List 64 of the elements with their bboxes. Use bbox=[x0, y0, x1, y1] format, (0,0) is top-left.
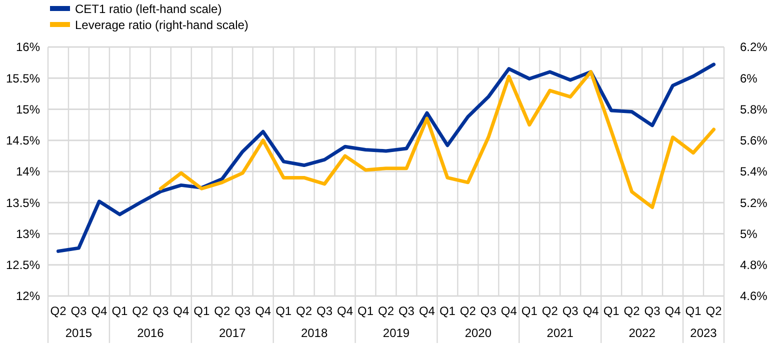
x-tick-label: Q1 bbox=[685, 304, 702, 318]
y-tick-label: 12% bbox=[16, 289, 40, 304]
text: 2016 bbox=[137, 326, 164, 340]
x-tick-label: Q1 bbox=[439, 304, 456, 318]
x-tick-label: Q4 bbox=[664, 304, 682, 318]
x-tick-label: Q2 bbox=[296, 304, 312, 318]
text: 2018 bbox=[300, 326, 328, 340]
text: 2023 bbox=[690, 326, 718, 340]
y-tick-label: 14% bbox=[16, 164, 40, 179]
y2-tick-label: 5.2% bbox=[740, 196, 768, 210]
y2-tick-label: 6.2% bbox=[740, 40, 768, 54]
y2-tick-label: 5.4% bbox=[740, 164, 768, 179]
text: 2019 bbox=[382, 326, 410, 340]
y-tick-label: 12.5% bbox=[6, 258, 40, 272]
x-tick-label: Q3 bbox=[644, 304, 661, 318]
y2-tick-label: 5.8% bbox=[740, 102, 768, 116]
x-tick-label: Q2 bbox=[378, 304, 394, 318]
x-tick-label: Q1 bbox=[521, 304, 538, 318]
x-tick-label: Q2 bbox=[460, 304, 476, 318]
x-tick-label: Q3 bbox=[316, 304, 333, 318]
y-tick-label: 13% bbox=[16, 226, 40, 241]
x-tick-label: Q4 bbox=[582, 304, 600, 318]
y2-tick-label: 5.6% bbox=[740, 134, 768, 148]
x-tick-label: Q4 bbox=[337, 304, 354, 318]
x-tick-label: Q4 bbox=[418, 304, 436, 318]
text: 2021 bbox=[546, 326, 574, 340]
text: 2020 bbox=[464, 326, 492, 340]
x-tick-label: Q2 bbox=[706, 304, 722, 318]
x-tick-label: Q1 bbox=[194, 304, 210, 318]
x-tick-label: Q4 bbox=[500, 304, 518, 318]
x-tick-label: Q2 bbox=[132, 304, 149, 318]
text: 2015 bbox=[65, 326, 92, 340]
x-tick-label: Q2 bbox=[50, 304, 67, 318]
line-series bbox=[158, 70, 716, 210]
x-tick-label: Q4 bbox=[173, 304, 190, 318]
legend-label: CET1 ratio (left-hand scale) bbox=[75, 2, 222, 16]
x-tick-label: Q3 bbox=[152, 304, 169, 318]
x-tick-label: Q4 bbox=[255, 304, 272, 318]
x-tick-label: Q4 bbox=[91, 304, 108, 318]
y-tick-label: 14.5% bbox=[6, 134, 40, 148]
x-tick-label: Q2 bbox=[214, 304, 230, 318]
y-tick-label: 16% bbox=[16, 40, 40, 54]
text: 2022 bbox=[628, 326, 656, 340]
line-series bbox=[56, 62, 716, 253]
y-tick-label: 15.5% bbox=[6, 71, 40, 86]
x-tick-label: Q3 bbox=[398, 304, 415, 318]
x-tick-label: Q3 bbox=[562, 304, 579, 318]
legend-label: Leverage ratio (right-hand scale) bbox=[75, 18, 248, 32]
y2-tick-label: 4.8% bbox=[740, 258, 768, 272]
x-tick-label: Q1 bbox=[276, 304, 292, 318]
y2-tick-label: 5% bbox=[740, 226, 758, 241]
x-tick-label: Q1 bbox=[358, 304, 374, 318]
x-tick-label: Q2 bbox=[624, 304, 640, 318]
x-tick-label: Q1 bbox=[603, 304, 620, 318]
x-tick-label: Q3 bbox=[480, 304, 497, 318]
x-tick-label: Q2 bbox=[542, 304, 558, 318]
y2-tick-label: 4.6% bbox=[740, 289, 768, 304]
y-tick-label: 13.5% bbox=[6, 196, 40, 210]
x-tick-label: Q1 bbox=[112, 304, 128, 318]
y-tick-label: 15% bbox=[16, 102, 40, 116]
y2-tick-label: 6% bbox=[740, 71, 758, 86]
text: 2017 bbox=[219, 326, 246, 340]
x-tick-label: Q3 bbox=[70, 304, 88, 318]
x-tick-label: Q3 bbox=[234, 304, 251, 318]
